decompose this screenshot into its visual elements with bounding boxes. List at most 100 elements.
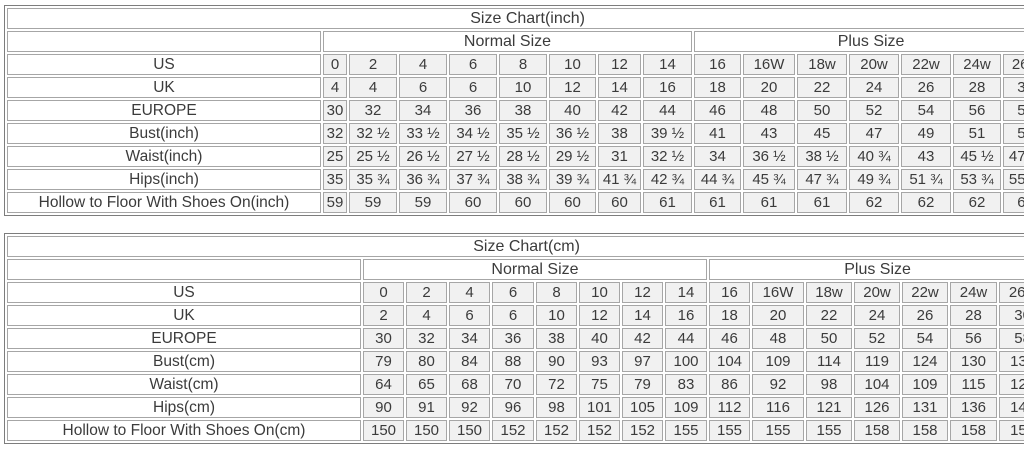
size-value-cell: 4 <box>406 305 447 326</box>
size-value-cell: 91 <box>406 397 447 418</box>
size-value-cell: 29 ½ <box>549 146 596 167</box>
size-value-cell: 96 <box>492 397 534 418</box>
size-value-cell: 65 <box>406 374 447 395</box>
size-value-cell: 98 <box>806 374 852 395</box>
row-label: Bust(cm) <box>7 351 361 372</box>
size-value-cell: 32 ½ <box>349 123 397 144</box>
size-value-cell: 35 ½ <box>499 123 547 144</box>
size-value-cell: 83 <box>665 374 707 395</box>
size-value-cell: 24w <box>953 54 1001 75</box>
size-value-cell: 92 <box>752 374 804 395</box>
row-label: Bust(inch) <box>7 123 321 144</box>
size-value-cell: 79 <box>363 351 404 372</box>
table-row: US024681012141616W18w20w22w24w26w <box>7 54 1024 75</box>
size-value-cell: 141 <box>999 397 1024 418</box>
size-value-cell: 16 <box>643 77 692 98</box>
size-value-cell: 18 <box>694 77 741 98</box>
size-value-cell: 93 <box>579 351 620 372</box>
row-label: EUROPE <box>7 328 361 349</box>
size-value-cell: 14 <box>665 282 707 303</box>
size-value-cell: 60 <box>598 192 641 213</box>
size-value-cell: 22w <box>902 282 948 303</box>
size-value-cell: 64 <box>363 374 404 395</box>
size-value-cell: 22w <box>901 54 951 75</box>
size-value-cell: 28 <box>953 77 1001 98</box>
size-value-cell: 30 <box>323 100 347 121</box>
size-value-cell: 158 <box>950 420 997 441</box>
size-value-cell: 109 <box>665 397 707 418</box>
size-value-cell: 32 ½ <box>643 146 692 167</box>
table-row: Bust(cm) 79 80 84 88 90 93 97 100 104 109 114 119 124… <box>7 351 1024 372</box>
size-value-cell: 10 <box>549 54 596 75</box>
size-value-cell: 6 <box>399 77 447 98</box>
size-value-cell: 59 <box>399 192 447 213</box>
size-value-cell: 24 <box>849 77 899 98</box>
size-value-cell: 12 <box>598 54 641 75</box>
size-value-cell: 14 <box>598 77 641 98</box>
size-value-cell: 116 <box>752 397 804 418</box>
size-value-cell: 152 <box>492 420 534 441</box>
size-value-cell: 24w <box>950 282 997 303</box>
size-value-cell: 58 <box>999 328 1024 349</box>
size-value-cell: 70 <box>492 374 534 395</box>
size-value-cell: 4 <box>399 54 447 75</box>
size-value-cell: 41 ¾ <box>598 169 641 190</box>
size-value-cell: 18w <box>806 282 852 303</box>
size-value-cell: 6 <box>449 54 497 75</box>
size-value-cell: 44 <box>643 100 692 121</box>
size-value-cell: 50 <box>797 100 847 121</box>
size-value-cell: 61 <box>694 192 741 213</box>
size-value-cell: 60 <box>549 192 596 213</box>
size-value-cell: 22 <box>797 77 847 98</box>
row-label: Hollow to Floor With Shoes On(cm) <box>7 420 361 441</box>
size-value-cell: 55 ½ <box>1003 169 1024 190</box>
size-value-cell: 2 <box>406 282 447 303</box>
size-value-cell: 38 ¾ <box>499 169 547 190</box>
row-label: Waist(cm) <box>7 374 361 395</box>
size-value-cell: 33 ½ <box>399 123 447 144</box>
size-value-cell: 18 <box>709 305 750 326</box>
group-header-plus-size: Plus Size <box>709 259 1024 280</box>
size-value-cell: 40 <box>549 100 596 121</box>
size-value-cell: 38 ½ <box>797 146 847 167</box>
row-label: Waist(inch) <box>7 146 321 167</box>
size-value-cell: 40 <box>579 328 620 349</box>
size-value-cell: 62 <box>901 192 951 213</box>
size-value-cell: 20w <box>849 54 899 75</box>
table-row: Waist(cm) 64 65 68 70 72 75 79 83 86 92 98 104 109 115… <box>7 374 1024 395</box>
size-value-cell: 41 <box>694 123 741 144</box>
size-value-cell: 45 <box>797 123 847 144</box>
size-value-cell: 75 <box>579 374 620 395</box>
size-value-cell: 90 <box>536 351 577 372</box>
group-header-normal-size: Normal Size <box>323 31 692 52</box>
size-value-cell: 16 <box>694 54 741 75</box>
size-value-cell: 46 <box>694 100 741 121</box>
size-value-cell: 8 <box>499 54 547 75</box>
size-value-cell: 37 ¾ <box>449 169 497 190</box>
size-value-cell: 62 <box>1003 192 1024 213</box>
size-value-cell: 8 <box>536 282 577 303</box>
size-value-cell: 158 <box>854 420 900 441</box>
size-value-cell: 80 <box>406 351 447 372</box>
size-value-cell: 25 ½ <box>349 146 397 167</box>
size-value-cell: 54 <box>902 328 948 349</box>
size-value-cell: 6 <box>449 77 497 98</box>
size-value-cell: 62 <box>849 192 899 213</box>
size-value-cell: 39 ¾ <box>549 169 596 190</box>
size-value-cell: 152 <box>536 420 577 441</box>
size-value-cell: 152 <box>579 420 620 441</box>
size-value-cell: 0 <box>323 54 347 75</box>
size-value-cell: 48 <box>752 328 804 349</box>
size-value-cell: 16W <box>743 54 795 75</box>
size-value-cell: 59 <box>323 192 347 213</box>
size-value-cell: 60 <box>449 192 497 213</box>
size-value-cell: 34 <box>694 146 741 167</box>
row-label: US <box>7 282 361 303</box>
size-value-cell: 109 <box>902 374 948 395</box>
size-value-cell: 27 ½ <box>449 146 497 167</box>
size-value-cell: 158 <box>902 420 948 441</box>
size-value-cell: 88 <box>492 351 534 372</box>
size-value-cell: 104 <box>854 374 900 395</box>
table-row: EUROPE303234363840424446485052545658 <box>7 328 1024 349</box>
size-value-cell: 92 <box>449 397 490 418</box>
